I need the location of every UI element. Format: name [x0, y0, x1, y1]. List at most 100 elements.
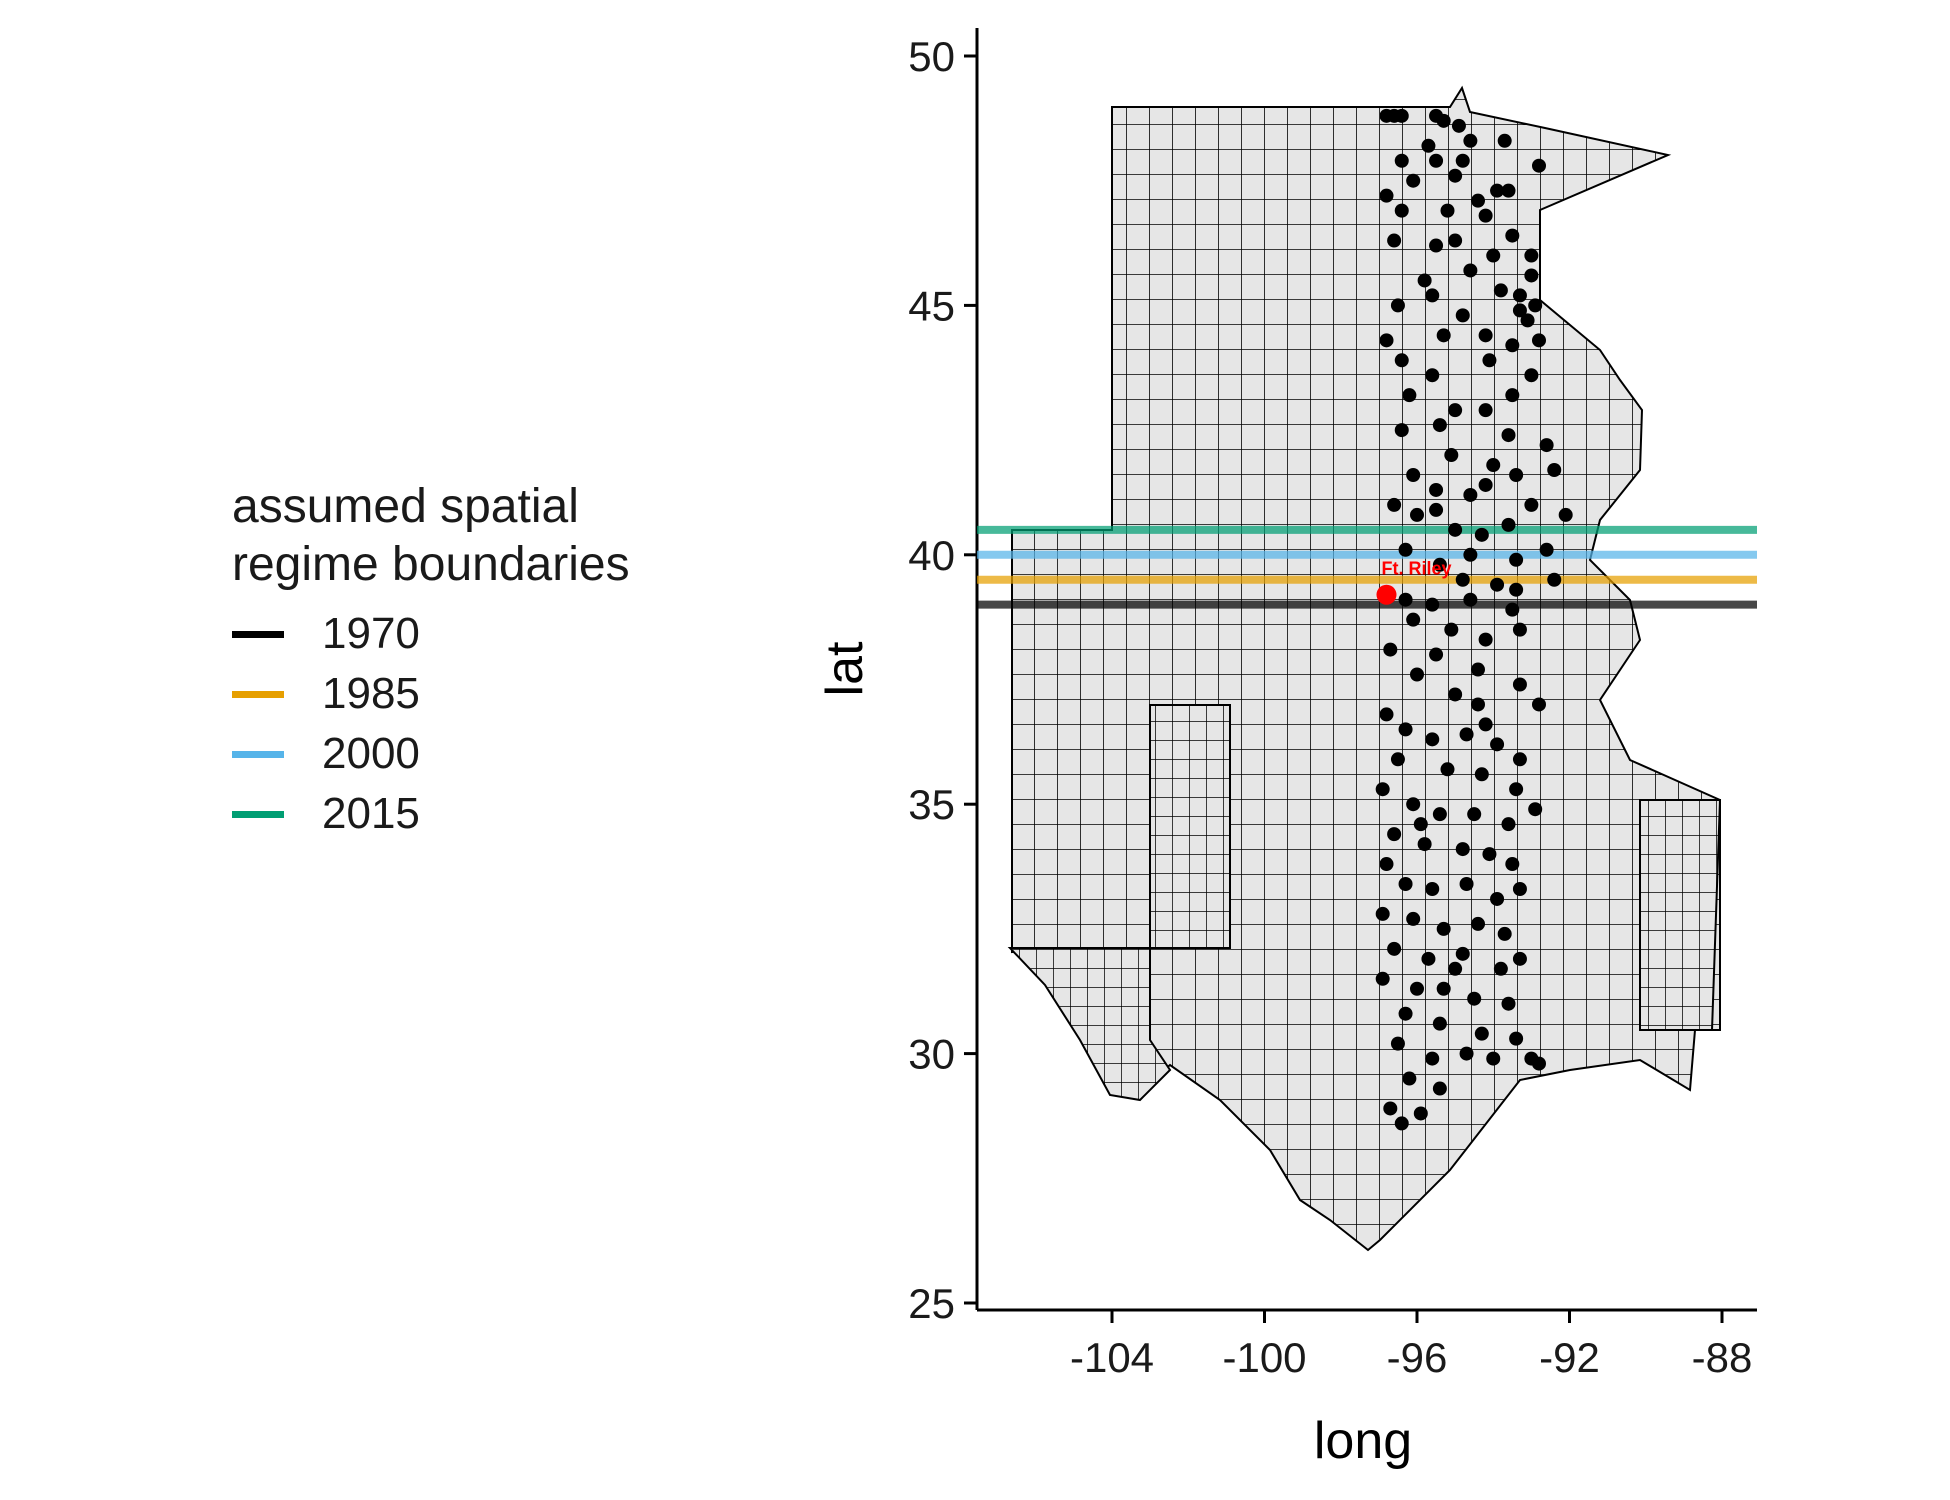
legend-title-line-2: regime boundaries — [232, 538, 630, 591]
data-point — [1463, 133, 1478, 148]
data-point — [1448, 233, 1463, 248]
data-point — [1512, 677, 1527, 692]
legend-swatch-2000 — [232, 750, 284, 758]
data-point — [1406, 797, 1421, 812]
x-axis-label: long — [1314, 1412, 1412, 1470]
data-point — [1478, 717, 1493, 732]
data-point — [1528, 802, 1543, 817]
data-point — [1410, 981, 1424, 996]
data-point — [1394, 108, 1409, 123]
data-point — [1448, 522, 1463, 537]
data-point — [1390, 752, 1405, 767]
highlight-layer: Ft. Riley — [1376, 559, 1452, 605]
data-point — [1383, 1101, 1398, 1116]
data-point — [1512, 752, 1527, 767]
data-point — [1375, 782, 1390, 797]
y-ticks: 25 30 35 40 45 50 — [908, 33, 977, 1327]
data-point — [1520, 313, 1535, 328]
data-point — [1486, 458, 1501, 473]
data-point — [1474, 527, 1489, 542]
data-point — [1463, 547, 1478, 562]
data-point — [1509, 1031, 1524, 1046]
data-point — [1394, 423, 1409, 438]
data-point — [1505, 857, 1520, 872]
data-point — [1501, 517, 1516, 532]
data-point — [1425, 597, 1440, 612]
data-point — [1394, 353, 1409, 368]
data-point — [1505, 388, 1520, 403]
data-point — [1478, 208, 1493, 223]
data-point — [1421, 951, 1436, 966]
region-arkansas — [1639, 799, 1722, 1031]
data-point — [1444, 622, 1459, 637]
data-point — [1509, 552, 1524, 567]
data-point — [1425, 881, 1440, 896]
legend-swatch-2015 — [232, 810, 284, 818]
data-point — [1558, 507, 1573, 522]
data-point — [1432, 418, 1447, 433]
data-point — [1486, 1051, 1501, 1066]
ft-riley-point — [1376, 584, 1397, 605]
legend-item-2015: 2015 — [232, 784, 630, 844]
data-point — [1448, 168, 1463, 183]
data-point — [1512, 288, 1527, 303]
data-point — [1509, 467, 1524, 482]
data-point — [1425, 288, 1440, 303]
data-point — [1436, 921, 1451, 936]
data-point — [1429, 482, 1444, 497]
data-point — [1379, 707, 1394, 722]
data-point — [1406, 173, 1421, 188]
data-point — [1390, 1036, 1405, 1051]
data-point — [1455, 153, 1470, 168]
data-point — [1402, 388, 1417, 403]
y-tick-label: 45 — [908, 282, 955, 329]
data-point — [1406, 467, 1421, 482]
x-tick-label: -100 — [1222, 1334, 1306, 1381]
legend-swatch-1985 — [232, 690, 284, 698]
y-tick-label: 35 — [908, 781, 955, 828]
data-point — [1440, 762, 1455, 777]
data-point — [1387, 941, 1402, 956]
y-tick-label: 50 — [908, 33, 955, 80]
data-point — [1490, 891, 1505, 906]
data-point — [1421, 138, 1436, 153]
data-point — [1387, 827, 1402, 842]
points-layer — [1375, 108, 1573, 1131]
data-point — [1398, 722, 1413, 737]
data-point — [1497, 926, 1512, 941]
data-point — [1490, 183, 1505, 198]
data-point — [1493, 961, 1508, 976]
data-point — [1509, 582, 1524, 597]
data-point — [1429, 108, 1444, 123]
data-point — [1387, 233, 1402, 248]
data-point — [1398, 1006, 1413, 1021]
data-point — [1375, 906, 1390, 921]
data-point — [1455, 946, 1470, 961]
data-point — [1425, 732, 1440, 747]
data-point — [1490, 577, 1505, 592]
data-point — [1524, 268, 1539, 283]
x-tick-label: -92 — [1539, 1334, 1600, 1381]
data-point — [1528, 298, 1543, 313]
data-point — [1398, 877, 1413, 892]
data-point — [1482, 847, 1497, 862]
data-point — [1402, 1071, 1417, 1086]
data-point — [1512, 951, 1527, 966]
data-point — [1478, 477, 1493, 492]
data-point — [1459, 727, 1474, 742]
data-point — [1398, 592, 1413, 607]
data-point — [1410, 507, 1424, 522]
data-point — [1539, 438, 1554, 453]
data-point — [1471, 193, 1485, 208]
data-point — [1394, 203, 1409, 218]
data-point — [1379, 108, 1394, 123]
x-tick-label: -88 — [1692, 1334, 1753, 1381]
legend-item-1985: 1985 — [232, 664, 630, 724]
legend-title: assumed spatial regime boundaries — [232, 478, 630, 594]
data-point — [1490, 737, 1505, 752]
data-point — [1410, 667, 1424, 682]
data-point — [1440, 203, 1455, 218]
data-point — [1501, 183, 1516, 198]
data-point — [1429, 647, 1444, 662]
data-point — [1425, 1051, 1440, 1066]
